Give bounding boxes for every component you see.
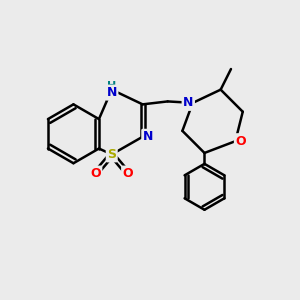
Text: H: H (107, 81, 116, 91)
Text: O: O (90, 167, 101, 180)
Text: N: N (143, 130, 153, 143)
Text: N: N (106, 86, 117, 99)
Text: N: N (183, 96, 194, 110)
Text: O: O (123, 167, 133, 180)
Text: S: S (107, 148, 116, 161)
Text: O: O (236, 135, 246, 148)
